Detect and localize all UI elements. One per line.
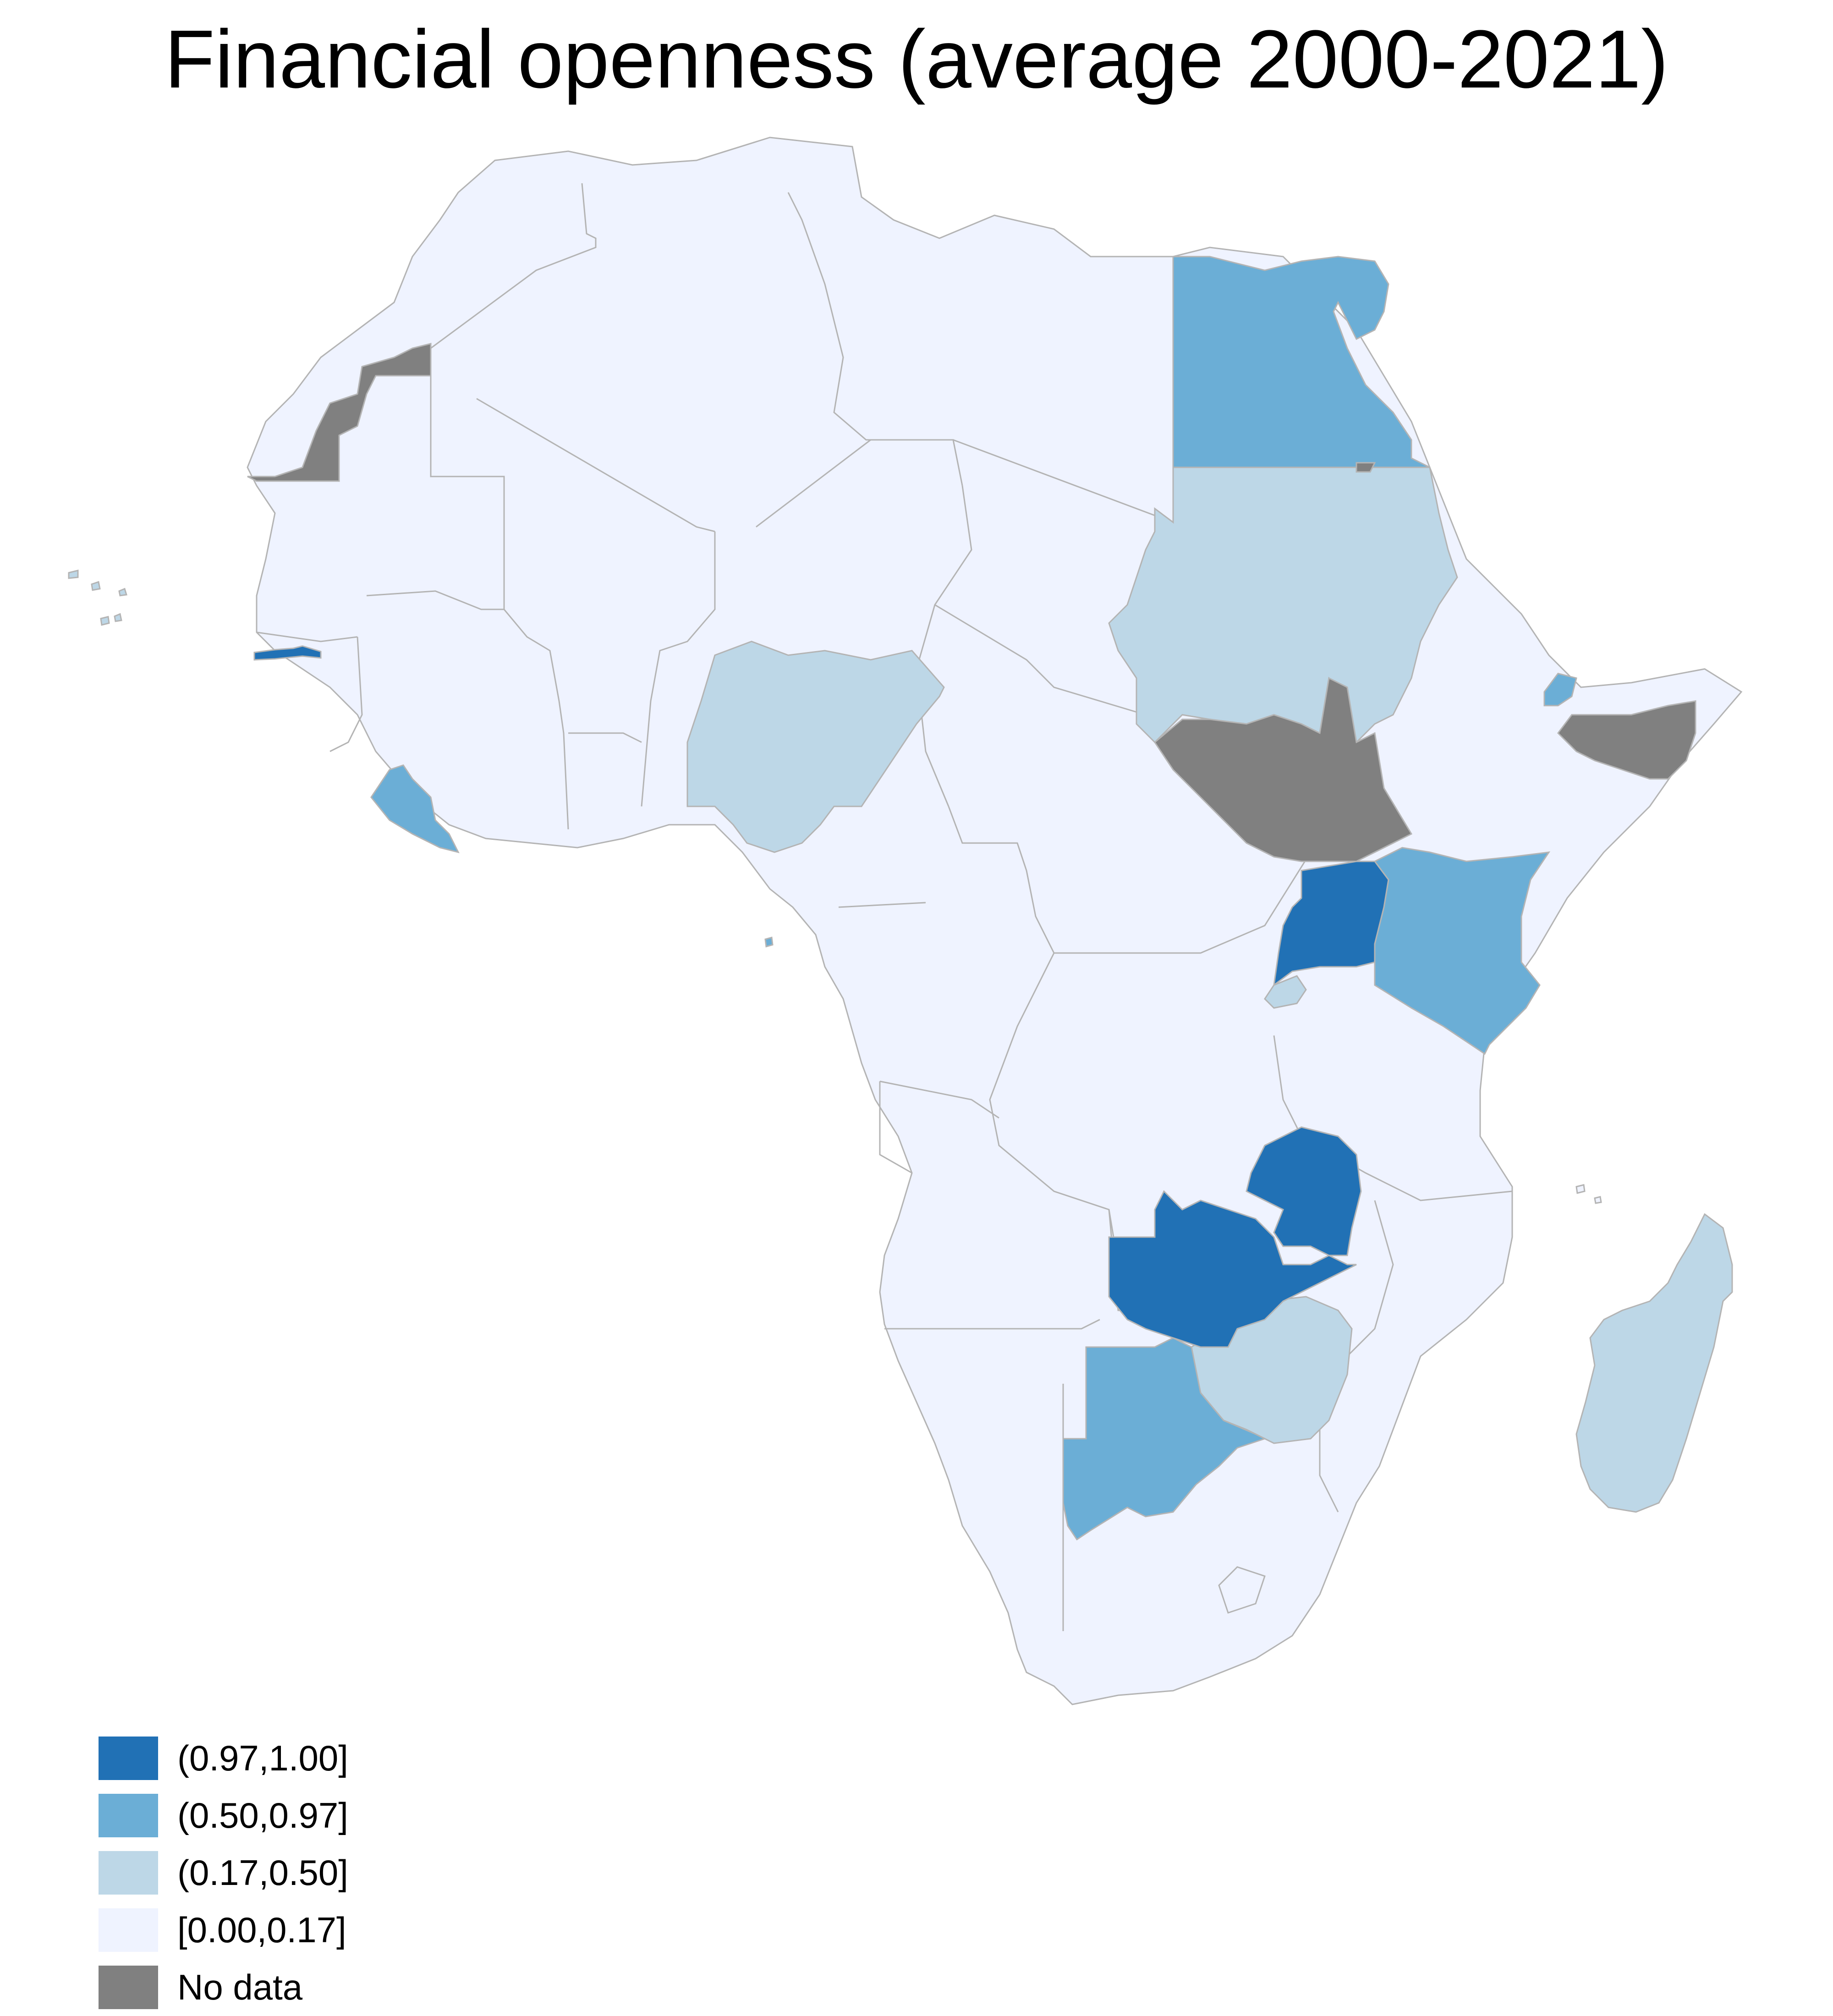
legend-row: [0.00,0.17]: [99, 1901, 348, 1959]
south-sudan-shape: [1154, 677, 1413, 862]
legend-row: (0.97,1.00]: [99, 1730, 348, 1787]
somalia-shape: [1557, 700, 1696, 780]
legend: (0.97,1.00] (0.50,0.97] (0.17,0.50] [0.0…: [99, 1730, 348, 2016]
no-data-countries: [247, 343, 1696, 862]
map-title: Financial openness (average 2000-2021): [164, 13, 1669, 105]
legend-row: No data: [99, 1959, 348, 2016]
legend-swatch: [99, 1851, 158, 1895]
legend-swatch: [99, 1794, 158, 1837]
legend-swatch: [99, 1908, 158, 1952]
madagascar-shape: [1575, 1213, 1733, 1513]
internal-borders: [256, 183, 1513, 1631]
legend-label: (0.50,0.97]: [177, 1795, 348, 1835]
legend-label: No data: [177, 1967, 303, 2007]
legend-row: (0.50,0.97]: [99, 1787, 348, 1844]
liberia-shape: [370, 764, 460, 854]
legend-label: (0.97,1.00]: [177, 1738, 348, 1778]
malawi-shape: [1246, 1126, 1362, 1256]
gambia-shape: [253, 645, 322, 661]
legend-label: (0.17,0.50]: [177, 1852, 348, 1893]
botswana-shape: [1062, 1337, 1267, 1541]
legend-label: [0.00,0.17]: [177, 1910, 346, 1950]
zambia-shape: [1108, 1190, 1357, 1348]
legend-row: (0.17,0.50]: [99, 1844, 348, 1901]
western-sahara-shape: [247, 343, 432, 482]
rwanda-shape: [1264, 975, 1307, 1009]
egypt-shape: [1172, 256, 1430, 468]
top-bin-countries: [253, 645, 1389, 1348]
islands: [68, 570, 1602, 1204]
cabo-verde-islands: [68, 570, 127, 626]
djibouti-shape: [1543, 673, 1577, 707]
legend-swatch: [99, 1966, 158, 2009]
legend-swatch: [99, 1737, 158, 1780]
sao-tome-shape: [764, 937, 774, 948]
nigeria-shape: [686, 641, 945, 853]
bir-tawil-shape: [1356, 462, 1376, 473]
uganda-shape: [1273, 860, 1389, 987]
high-bin-countries: [370, 256, 1577, 1541]
comoros-islands: [1575, 1184, 1602, 1204]
